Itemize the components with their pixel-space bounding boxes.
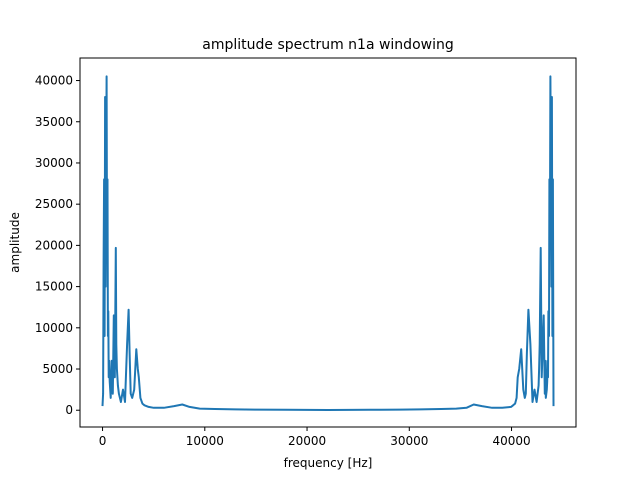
- y-tick-label: 30000: [35, 156, 73, 170]
- y-axis-label: amplitude: [8, 212, 22, 273]
- chart-title: amplitude spectrum n1a windowing: [202, 37, 453, 53]
- y-tick-label: 0: [65, 403, 73, 417]
- plot-frame: [79, 57, 577, 428]
- y-tick-label: 15000: [35, 280, 73, 294]
- x-axis-label: frequency [Hz]: [284, 456, 373, 470]
- y-tick-label: 10000: [35, 321, 73, 335]
- y-tick-label: 20000: [35, 238, 73, 252]
- x-tick-label: 40000: [492, 434, 530, 448]
- plot-area: [101, 75, 555, 411]
- series-line-0: [101, 75, 555, 411]
- x-tick-label: 10000: [186, 434, 224, 448]
- x-tick-label: 30000: [390, 434, 428, 448]
- y-tick-label: 25000: [35, 197, 73, 211]
- x-tick-label: 0: [99, 434, 107, 448]
- x-tick-label: 20000: [288, 434, 326, 448]
- y-tick-label: 5000: [42, 362, 73, 376]
- y-tick-label: 35000: [35, 115, 73, 129]
- tick-layer: 0 10000 20000 30000 40000 0 5000 10000 15000 2000…: [35, 74, 531, 448]
- y-tick-label: 40000: [35, 74, 73, 88]
